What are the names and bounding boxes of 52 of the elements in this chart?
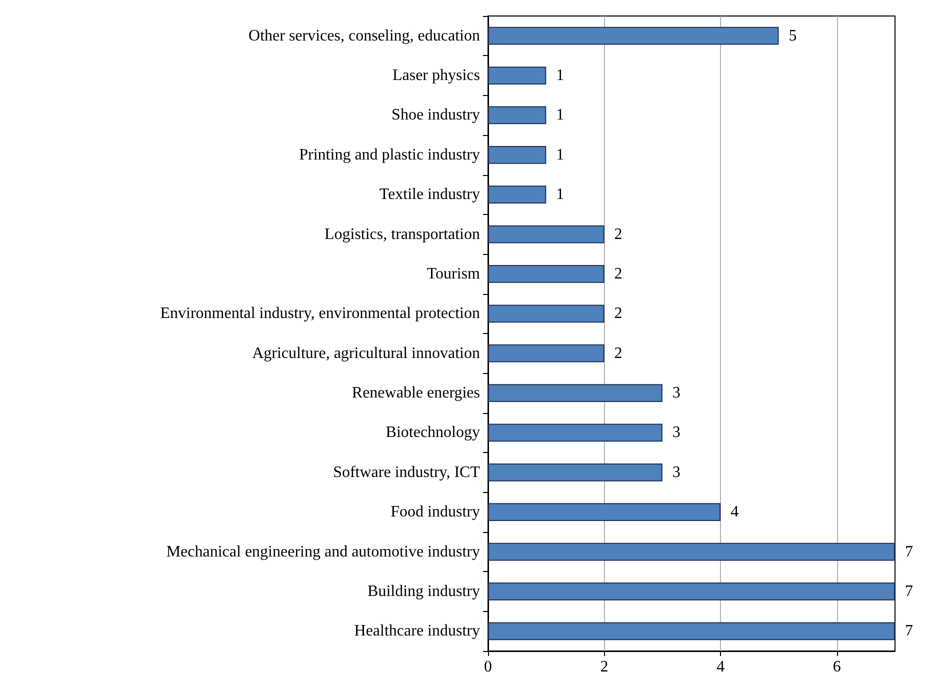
data-label: 5 — [788, 27, 797, 44]
data-label: 3 — [672, 424, 680, 442]
x-tick-label: 4 — [716, 658, 725, 676]
y-tick-label: Textile industry — [379, 186, 480, 204]
data-label: 1 — [556, 146, 564, 164]
bar — [488, 186, 546, 204]
bar — [488, 106, 546, 124]
data-label: 2 — [614, 305, 622, 322]
x-tick-label: 6 — [832, 658, 841, 676]
y-tick-label: Shoe industry — [392, 106, 480, 124]
y-tick-label: Agriculture, agricultural innovation — [252, 344, 480, 362]
bar — [488, 26, 779, 45]
y-tick-label: Printing and plastic industry — [299, 146, 480, 164]
bar — [488, 265, 604, 283]
data-label: 7 — [905, 582, 913, 600]
y-tick-label: Other services, conseling, education — [248, 27, 480, 44]
y-tick-label: Building industry — [368, 582, 480, 600]
data-label: 2 — [614, 344, 622, 362]
y-tick-label: Biotechnology — [386, 424, 480, 442]
data-label: 3 — [672, 464, 680, 481]
bar — [488, 344, 604, 362]
data-label: 7 — [905, 543, 913, 560]
data-label: 1 — [556, 67, 564, 84]
data-label: 3 — [672, 384, 680, 402]
y-tick-label: Mechanical engineering and automotive industry — [166, 543, 480, 560]
bar — [488, 463, 662, 482]
bar — [488, 622, 895, 640]
bar — [488, 66, 546, 84]
bar — [488, 304, 604, 323]
bar — [488, 542, 895, 561]
data-label: 2 — [614, 226, 622, 243]
y-tick-label: Tourism — [426, 265, 481, 282]
data-label: 1 — [556, 186, 564, 204]
y-tick-label: Environmental industry, environmental protection — [160, 305, 480, 322]
y-tick-label: Food industry — [390, 504, 480, 521]
y-tick-label: Renewable energies — [352, 384, 480, 402]
bar — [488, 146, 546, 164]
x-tick-label: 2 — [600, 658, 608, 676]
y-tick-label: Logistics, transportation — [324, 226, 480, 243]
y-tick-label: Software industry, ICT — [333, 464, 480, 481]
bar — [488, 424, 662, 442]
bar — [488, 582, 895, 600]
data-label: 2 — [614, 265, 622, 282]
y-tick-label: Healthcare industry — [354, 622, 480, 640]
bar — [488, 384, 662, 402]
data-label: 7 — [905, 622, 913, 640]
data-label: 4 — [730, 504, 739, 521]
bar — [488, 503, 721, 522]
x-tick-label: 0 — [484, 658, 492, 676]
bar — [488, 225, 604, 244]
y-tick-label: Laser physics — [392, 67, 480, 84]
data-label: 1 — [556, 106, 564, 124]
